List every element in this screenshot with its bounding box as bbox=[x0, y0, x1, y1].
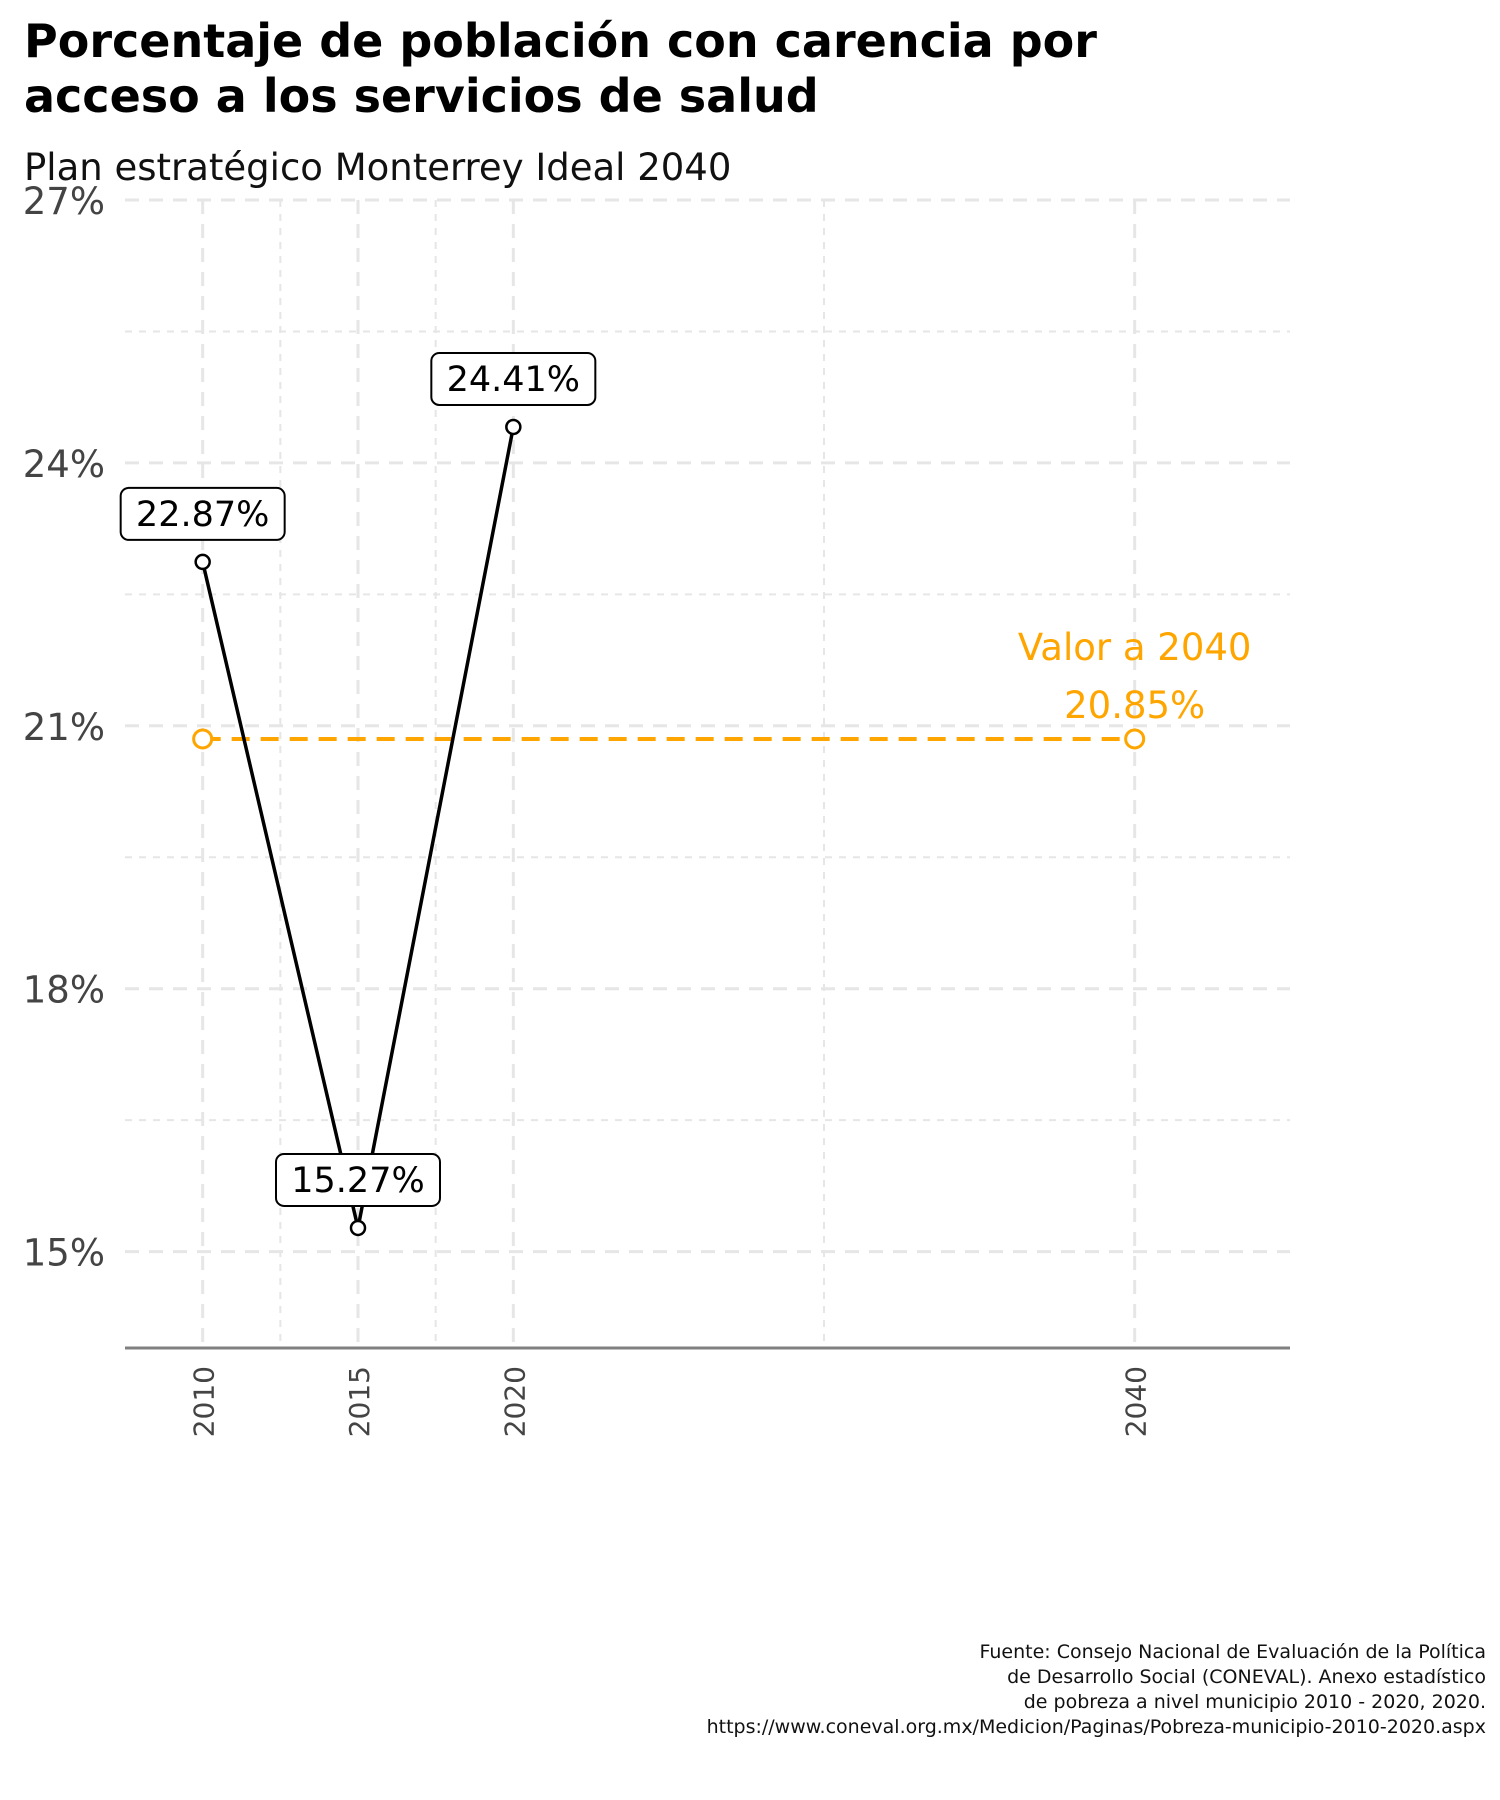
chart-title: Porcentaje de población con carencia por… bbox=[24, 14, 1424, 124]
target-value-label: 20.85% bbox=[1064, 684, 1205, 727]
target-label: Valor a 2040 bbox=[1018, 626, 1252, 669]
chart-title-line-2: acceso a los servicios de salud bbox=[24, 69, 819, 123]
data-label-layer: 22.87% 15.27% 24.41% bbox=[119, 351, 597, 1207]
caption-line-2: de Desarrollo Social (CONEVAL). Anexo es… bbox=[1007, 1666, 1486, 1688]
data-label: 24.41% bbox=[447, 360, 580, 400]
data-label-box bbox=[275, 1152, 441, 1207]
y-tick-label: 27% bbox=[23, 180, 105, 223]
target-point bbox=[1124, 728, 1146, 750]
x-tick-label: 2040 bbox=[1120, 1366, 1153, 1437]
x-tick-label: 2015 bbox=[343, 1366, 376, 1437]
data-label: 15.27% bbox=[291, 1161, 424, 1201]
y-tick-label: 24% bbox=[23, 443, 105, 486]
chart-subtitle: Plan estratégico Monterrey Ideal 2040 bbox=[24, 146, 732, 189]
y-tick-label: 18% bbox=[23, 969, 105, 1012]
chart-title-line-1: Porcentaje de población con carencia por bbox=[24, 14, 1097, 68]
axes: 15% 18% 21% 24% 27% 2010 2015 2020 2040 bbox=[23, 180, 1290, 1437]
data-point bbox=[194, 553, 211, 571]
target-layer: Valor a 2040 20.85% bbox=[192, 626, 1252, 750]
data-label: 22.87% bbox=[136, 495, 269, 535]
series-layer bbox=[194, 418, 522, 1237]
data-label-box bbox=[119, 486, 286, 541]
caption-line-1: Fuente: Consejo Nacional de Evaluación d… bbox=[979, 1641, 1486, 1663]
target-point bbox=[192, 728, 214, 750]
caption-line-4: https://www.coneval.org.mx/Medicion/Pagi… bbox=[706, 1716, 1486, 1738]
data-point bbox=[505, 418, 522, 436]
caption-line-3: de pobreza a nivel municipio 2010 - 2020… bbox=[1023, 1691, 1486, 1713]
y-tick-label: 21% bbox=[23, 706, 105, 749]
source-caption: Fuente: Consejo Nacional de Evaluación d… bbox=[707, 1640, 1486, 1740]
x-tick-label: 2010 bbox=[188, 1366, 221, 1437]
data-point bbox=[349, 1219, 367, 1237]
data-label-box bbox=[430, 351, 597, 406]
y-tick-label: 15% bbox=[23, 1232, 105, 1275]
x-tick-label: 2020 bbox=[498, 1366, 531, 1437]
